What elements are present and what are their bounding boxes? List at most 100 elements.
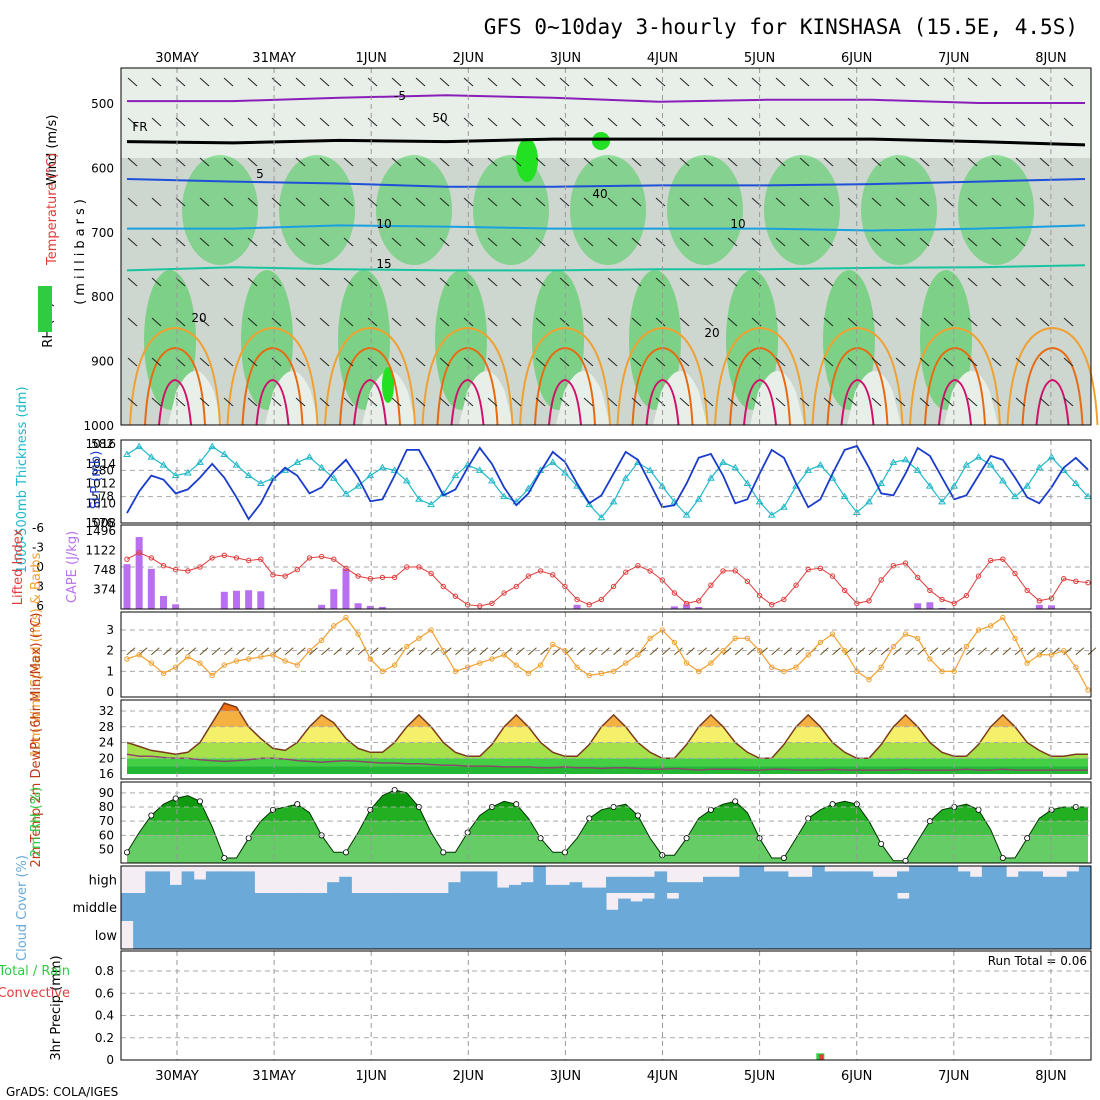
wind10m-barb: [1075, 647, 1085, 656]
wind-barb: [775, 197, 786, 207]
lifted-index-point: [233, 555, 240, 561]
wind-barb: [1039, 157, 1050, 167]
rh2m-point: [829, 801, 836, 808]
slp-tick: 1012: [85, 477, 116, 491]
cloud-cell: [242, 921, 255, 949]
cloud-cell: [678, 882, 692, 893]
date-tick-top: 5JUN: [744, 51, 775, 66]
lifted-index-tick: 3: [36, 580, 44, 594]
wind-barb: [847, 357, 858, 367]
thickness-point: [597, 513, 606, 521]
wind-barb: [535, 77, 546, 87]
cape-bar: [245, 590, 253, 609]
wind-speed-point: [720, 647, 726, 654]
dewpoint-line: [126, 753, 1088, 771]
wind-speed-point: [391, 662, 398, 668]
cape-bar: [938, 607, 946, 609]
cloud-cell: [436, 921, 449, 949]
cape-bar: [159, 595, 167, 609]
rh-dry-core: [556, 371, 610, 425]
cloud-cell: [448, 921, 461, 949]
wind-speed-point: [331, 623, 337, 629]
wind-barb: [991, 237, 1002, 247]
wind-barb: [703, 277, 714, 287]
cloud-cell: [351, 893, 364, 921]
cape-bar: [366, 605, 374, 609]
isotherm-30-loop: [158, 378, 192, 426]
pressure-unit-label: (millibars): [73, 195, 88, 305]
wind-barb: [223, 237, 234, 247]
wind-barb: [415, 157, 426, 167]
lifted-index-point: [367, 576, 373, 582]
thickness-tick: 576: [91, 516, 114, 530]
wind-speed-point: [440, 647, 446, 654]
wind-speed-point: [817, 639, 824, 646]
cloud-cell: [569, 893, 583, 921]
isotherm-20-loop: [129, 326, 221, 426]
wind-speed-point: [623, 660, 629, 666]
wind-barb: [1063, 397, 1074, 407]
wind-barb: [871, 157, 882, 167]
wind-barb: [775, 117, 786, 127]
wind-barb: [1015, 277, 1026, 287]
cape-bar: [257, 591, 265, 609]
wind-barb: [967, 237, 978, 247]
lifted-index-point: [513, 583, 519, 590]
lifted-index-point: [391, 574, 398, 581]
temp-color-band: [127, 742, 1088, 759]
wind-barb: [631, 277, 642, 287]
wind-barb: [967, 197, 978, 207]
wind-barb: [247, 357, 258, 367]
cloud-cell: [412, 893, 425, 921]
rh2m-point: [975, 806, 982, 813]
lifted-index-point: [963, 592, 970, 599]
cloud-cell: [860, 893, 874, 921]
cape-bar: [670, 606, 678, 609]
wind-speed-point: [148, 660, 155, 666]
thickness-point: [123, 450, 131, 458]
wind10m-barb: [1039, 647, 1048, 656]
isotherm-25-loop: [924, 346, 986, 426]
wind-barb: [583, 77, 594, 87]
thickness-point: [232, 461, 241, 468]
isotherm-30-loop: [743, 378, 777, 426]
wind-barb: [871, 197, 882, 207]
cloud-cell: [169, 893, 183, 921]
isotherm-20-loop: [324, 326, 416, 426]
wind10m-barb: [1026, 647, 1036, 656]
cloud-cell: [157, 871, 170, 893]
cloud-cell: [145, 871, 158, 893]
cloud-level-label: high: [89, 874, 117, 889]
contour-label: 40: [592, 187, 607, 201]
wind-barb: [895, 77, 906, 87]
wind-barb: [127, 237, 138, 247]
rh2m-point: [732, 798, 739, 805]
wind-barb: [199, 197, 210, 207]
wind10m-barb: [734, 647, 744, 656]
wind-speed-point: [416, 635, 422, 641]
cape-bar: [330, 589, 338, 609]
contour-label: 5: [256, 167, 264, 181]
isotherm-line: [126, 264, 1086, 272]
wind-speed-point: [902, 631, 909, 637]
thickness-point: [1023, 482, 1032, 489]
date-tick-bottom: 4JUN: [647, 1069, 678, 1084]
rh2m-point: [1024, 835, 1031, 842]
wind-tick: 2: [106, 644, 114, 658]
cape-bar: [172, 604, 180, 609]
lifted-index-tick: 0: [36, 560, 44, 574]
temp-color-band: [127, 726, 1088, 743]
precip-tick: 0.4: [95, 1009, 114, 1023]
lifted-index-point: [1060, 576, 1067, 582]
cloud-cell: [266, 893, 280, 921]
thickness-point: [767, 511, 776, 518]
cloud-cell: [278, 921, 292, 949]
cloud-cell: [387, 893, 401, 921]
contour-label: -5: [394, 89, 406, 103]
rh2m-point: [464, 829, 471, 836]
wind-barb: [751, 77, 762, 87]
isotherm-25-loop: [1021, 346, 1084, 426]
cloud-cell: [800, 893, 813, 921]
wind-barb: [511, 317, 522, 327]
cloud-cell: [557, 921, 571, 949]
